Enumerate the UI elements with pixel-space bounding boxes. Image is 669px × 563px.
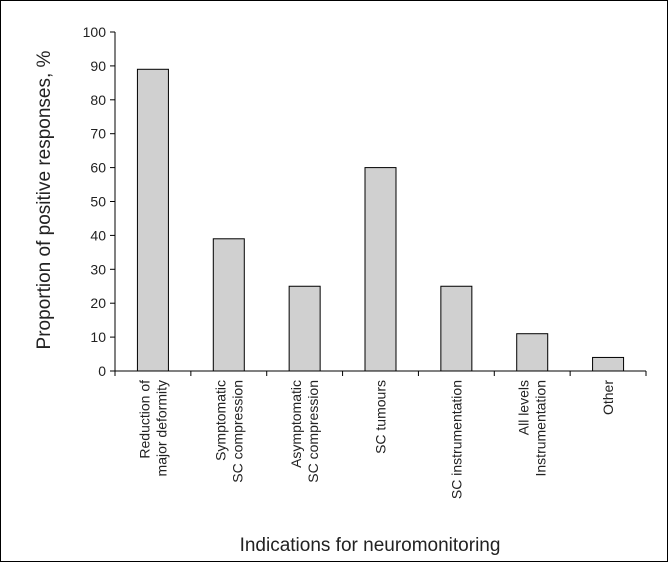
- bar: [592, 356, 625, 372]
- x-tick-label: Asymptomatic: [288, 380, 304, 468]
- x-tick-label: Reduction of: [136, 380, 152, 459]
- y-tick-label: 50: [90, 194, 106, 210]
- x-tick-label: SC instrumentation: [448, 380, 464, 499]
- bar: [516, 333, 549, 372]
- x-tick-label: major deformity: [153, 380, 169, 476]
- x-tick-label: SC compression: [229, 380, 245, 483]
- y-tick-label: 0: [98, 363, 106, 379]
- bar: [364, 167, 397, 372]
- x-tick-label: SC compression: [305, 380, 321, 483]
- x-tick-label: SC tumours: [373, 380, 389, 454]
- y-tick-label: 20: [90, 295, 106, 311]
- plot-area: 0 10 20 30 40 50 60 70 80 90 100 Reduction of major …: [83, 24, 647, 499]
- bar: [288, 285, 321, 372]
- y-tick-label: 80: [90, 92, 106, 108]
- y-tick-label: 40: [90, 227, 106, 243]
- x-tick-label: Instrumentation: [533, 380, 549, 477]
- bar: [212, 238, 245, 372]
- y-tick-label: 70: [90, 126, 106, 142]
- bar: [136, 68, 169, 372]
- y-tick-label: 100: [83, 24, 107, 40]
- y-axis-label: Proportion of positive responses, %: [34, 50, 55, 349]
- y-tick-label: 10: [90, 329, 106, 345]
- x-tick-label: Symptomatic: [212, 380, 228, 461]
- y-tick-label: 30: [90, 261, 106, 277]
- y-tick-label: 60: [90, 160, 106, 176]
- x-tick-label: Other: [600, 380, 616, 415]
- y-tick-label: 90: [90, 58, 106, 74]
- bar: [440, 285, 473, 372]
- x-axis-label: Indications for neuromonitoring: [240, 535, 501, 556]
- x-tick-label: All levels: [516, 380, 532, 435]
